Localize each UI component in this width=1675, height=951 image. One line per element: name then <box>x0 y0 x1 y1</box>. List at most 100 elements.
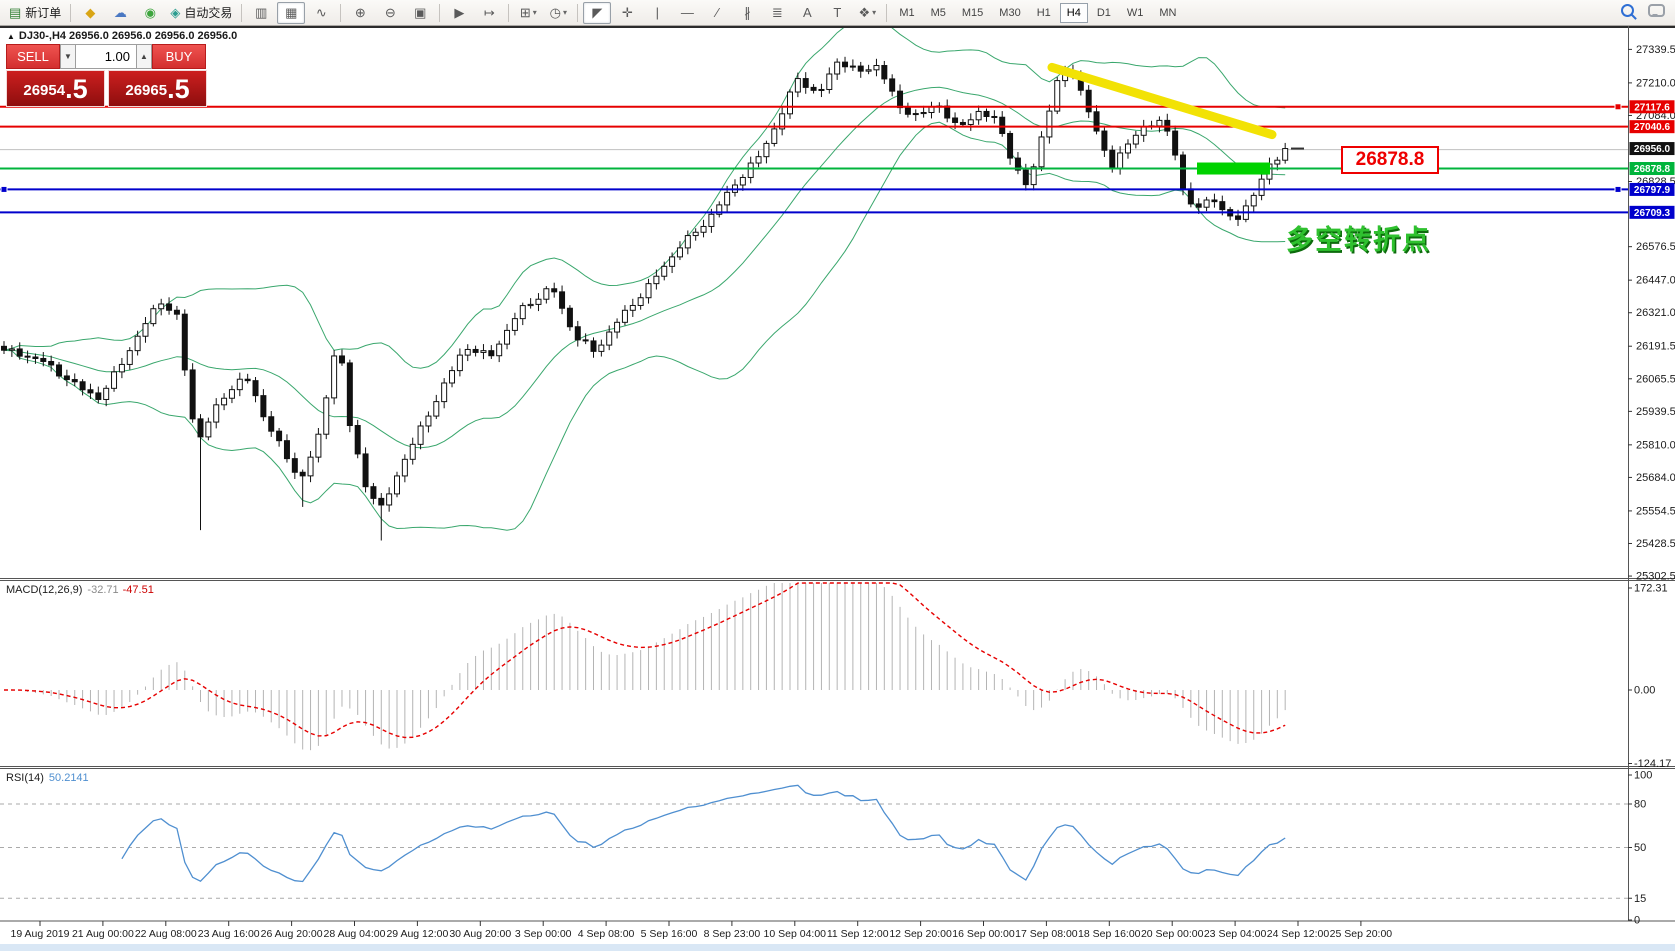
price-badge-label: 26797.9 <box>1634 185 1671 196</box>
bar-chart-button[interactable]: ▥ <box>247 2 275 24</box>
crosshair-button[interactable]: ✛ <box>613 2 641 24</box>
bid-price-button[interactable]: 26954.5 <box>6 70 105 107</box>
macd-tick-label: 0.00 <box>1634 685 1655 697</box>
toolbar-separator <box>508 3 510 22</box>
horizontal-line-button[interactable]: — <box>673 2 701 24</box>
vertical-line-button[interactable]: | <box>643 2 671 24</box>
candlestick-chart-glyph: ▦ <box>285 4 298 20</box>
price-text-object[interactable]: 26878.8 <box>1341 146 1439 174</box>
timeframe-m15-label: M15 <box>961 6 984 19</box>
bull-candle <box>103 387 110 400</box>
collapse-icon[interactable]: ▲ <box>7 32 15 41</box>
auto-scroll-button[interactable]: ▶ <box>445 2 473 24</box>
bull-candle <box>394 475 400 495</box>
bear-candle <box>590 340 597 352</box>
macd-pane[interactable] <box>4 582 1286 751</box>
market-icon[interactable]: ◆ <box>76 2 104 24</box>
ask-fraction-digits: .5 <box>167 74 190 104</box>
price-tick-label: 25939.5 <box>1636 406 1675 418</box>
time-axis[interactable]: 19 Aug 2019 21 Aug 00:00 22 Aug 08:00 23 Au… <box>11 921 1393 940</box>
vps-icon-glyph: ☁ <box>113 4 127 20</box>
bear-candle <box>944 105 951 119</box>
line-chart-button[interactable]: ∿ <box>307 2 335 24</box>
zoom-in-button[interactable]: ⊕ <box>346 2 374 24</box>
bull-candle <box>606 331 613 346</box>
rsi-tick-label: 100 <box>1634 770 1652 782</box>
bull-candle <box>629 304 636 311</box>
timeframe-h4[interactable]: H4 <box>1059 2 1088 23</box>
tile-windows-button[interactable]: ▣ <box>406 2 434 24</box>
bear-candle <box>252 380 259 397</box>
bull-candle <box>307 456 314 477</box>
new-order-button[interactable]: ▤ 新订单 <box>5 2 65 24</box>
bear-candle <box>95 392 102 400</box>
ask-price-button[interactable]: 26965.5 <box>108 70 207 107</box>
crosshair-glyph: ✛ <box>621 4 633 20</box>
price-tick-label: 25810.0 <box>1636 439 1675 451</box>
period-clock-button[interactable]: ◷ ▾ <box>544 2 572 24</box>
trendline-button[interactable]: ∕ <box>703 2 731 24</box>
timeframe-m1[interactable]: M1 <box>892 3 921 23</box>
timeframe-d1[interactable]: D1 <box>1090 3 1118 23</box>
bear-candle <box>197 418 204 438</box>
bull-candle <box>614 321 621 333</box>
vps-icon[interactable]: ☁ <box>106 2 134 24</box>
timeframe-h1[interactable]: H1 <box>1030 3 1058 23</box>
bull-candle <box>480 350 487 353</box>
bull-candle <box>621 309 628 323</box>
bull-candle <box>1250 194 1257 207</box>
annotation-text-object[interactable]: 多空转折点 <box>1286 225 1431 255</box>
timeframe-w1[interactable]: W1 <box>1120 3 1151 23</box>
bull-candle <box>912 113 919 116</box>
sell-button[interactable]: SELL <box>6 44 60 69</box>
chart-shift-button[interactable]: ↦ <box>475 2 503 24</box>
bear-candle <box>1022 169 1029 186</box>
timeframe-mn[interactable]: MN <box>1152 3 1183 23</box>
cursor-glyph: ◤ <box>592 4 603 20</box>
timeframe-m30[interactable]: M30 <box>992 3 1027 23</box>
bull-candle <box>543 288 550 300</box>
bear-candle <box>16 348 23 357</box>
bear-candle <box>1007 132 1014 159</box>
rsi-pane[interactable] <box>0 784 1628 899</box>
text-button[interactable]: A <box>793 2 821 24</box>
new-chart-button[interactable]: ⊞ ▾ <box>514 2 542 24</box>
time-tick-label: 5 Sep 16:00 <box>641 928 698 940</box>
line-handle <box>1614 103 1622 111</box>
bear-candle <box>1101 130 1108 151</box>
bear-candle <box>1014 157 1021 171</box>
timeframe-d1-label: D1 <box>1096 6 1111 19</box>
macd-name: MACD(12,26,9) <box>6 584 83 596</box>
cursor-button[interactable]: ◤ <box>583 1 612 24</box>
bull-candle <box>1038 136 1045 168</box>
autotrade-button[interactable]: ◈ 自动交易 <box>166 2 236 24</box>
signals-icon[interactable]: ◉ <box>136 2 164 24</box>
bull-candle <box>519 305 526 320</box>
bull-candle <box>315 433 322 458</box>
bear-candle <box>952 117 959 123</box>
candlestick-chart-button[interactable]: ▦ <box>277 1 306 24</box>
buy-button[interactable]: BUY <box>152 44 206 69</box>
chat-icon[interactable] <box>1648 4 1665 17</box>
bull-candle <box>433 401 440 417</box>
bull-candle <box>692 231 699 237</box>
timeframe-m15[interactable]: M15 <box>955 3 990 23</box>
arrows-button[interactable]: ❖ ▾ <box>853 2 881 24</box>
timeframe-m5[interactable]: M5 <box>924 3 953 23</box>
chevron-down-icon: ▾ <box>532 8 537 17</box>
label-button[interactable]: T <box>823 2 851 24</box>
channel-button[interactable]: ∦ <box>733 2 761 24</box>
chevron-down-icon: ▾ <box>562 8 567 17</box>
timeframe-mn-label: MN <box>1159 6 1177 19</box>
volume-input[interactable] <box>76 44 136 69</box>
volume-down-button[interactable]: ▼ <box>60 44 76 69</box>
volume-up-button[interactable]: ▲ <box>136 44 152 69</box>
price-badge <box>1629 142 1675 156</box>
search-icon[interactable] <box>1621 4 1634 17</box>
fibonacci-button[interactable]: ≣ <box>763 2 791 24</box>
macd-main-value: -32.71 <box>87 584 119 596</box>
bull-candle <box>409 443 416 460</box>
price-axis[interactable]: 27339.527210.027084.026828.526576.526447… <box>1628 44 1675 583</box>
zoom-out-button[interactable]: ⊖ <box>376 2 404 24</box>
